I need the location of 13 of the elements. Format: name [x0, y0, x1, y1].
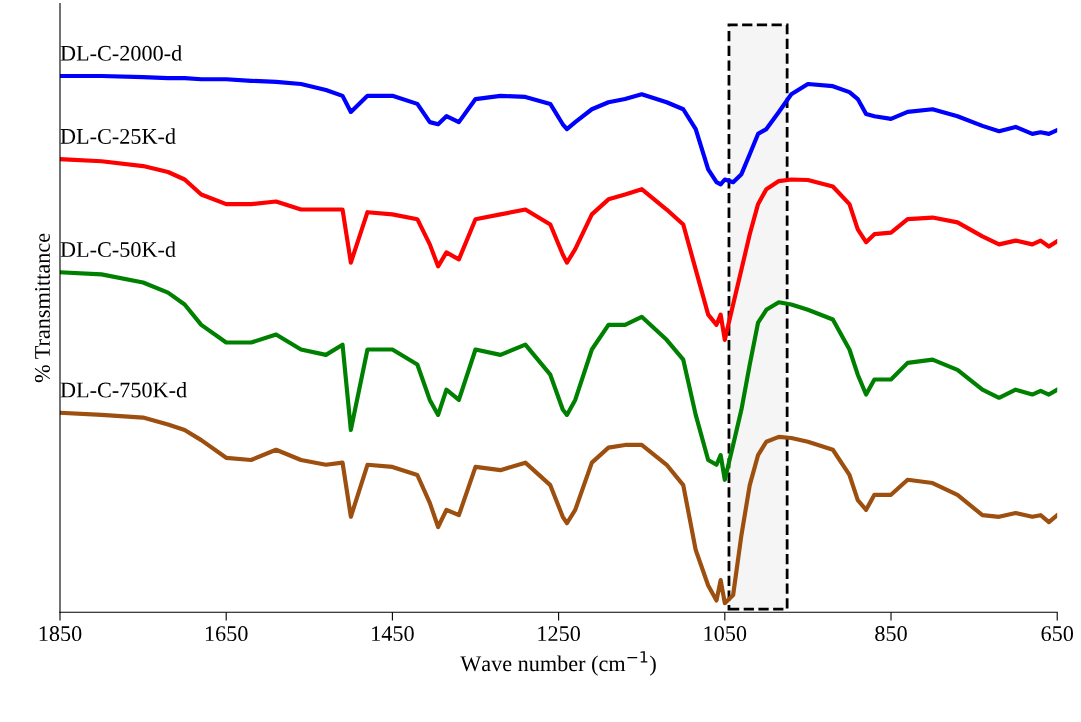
x-tick-label: 1850 — [39, 626, 82, 642]
y-axis-title: % Transmittance — [34, 233, 50, 383]
series-label: DL-C-750K-d — [60, 381, 187, 398]
series-label: DL-C-2000-d — [60, 45, 182, 61]
x-tick-label: 1450 — [372, 626, 414, 642]
x-axis-title: Wave number (cm$^{−1}$) — [460, 651, 656, 676]
x-tick-label: 1050 — [704, 626, 747, 642]
x-tick-label: 1250 — [538, 626, 580, 642]
x-tick-label: 850 — [875, 626, 907, 642]
series-label: DL-C-50K-d — [60, 241, 176, 258]
x-tick-label: 650 — [1041, 626, 1074, 642]
x-tick-label: 1650 — [205, 626, 248, 642]
series-label: DL-C-25K-d — [60, 128, 176, 144]
